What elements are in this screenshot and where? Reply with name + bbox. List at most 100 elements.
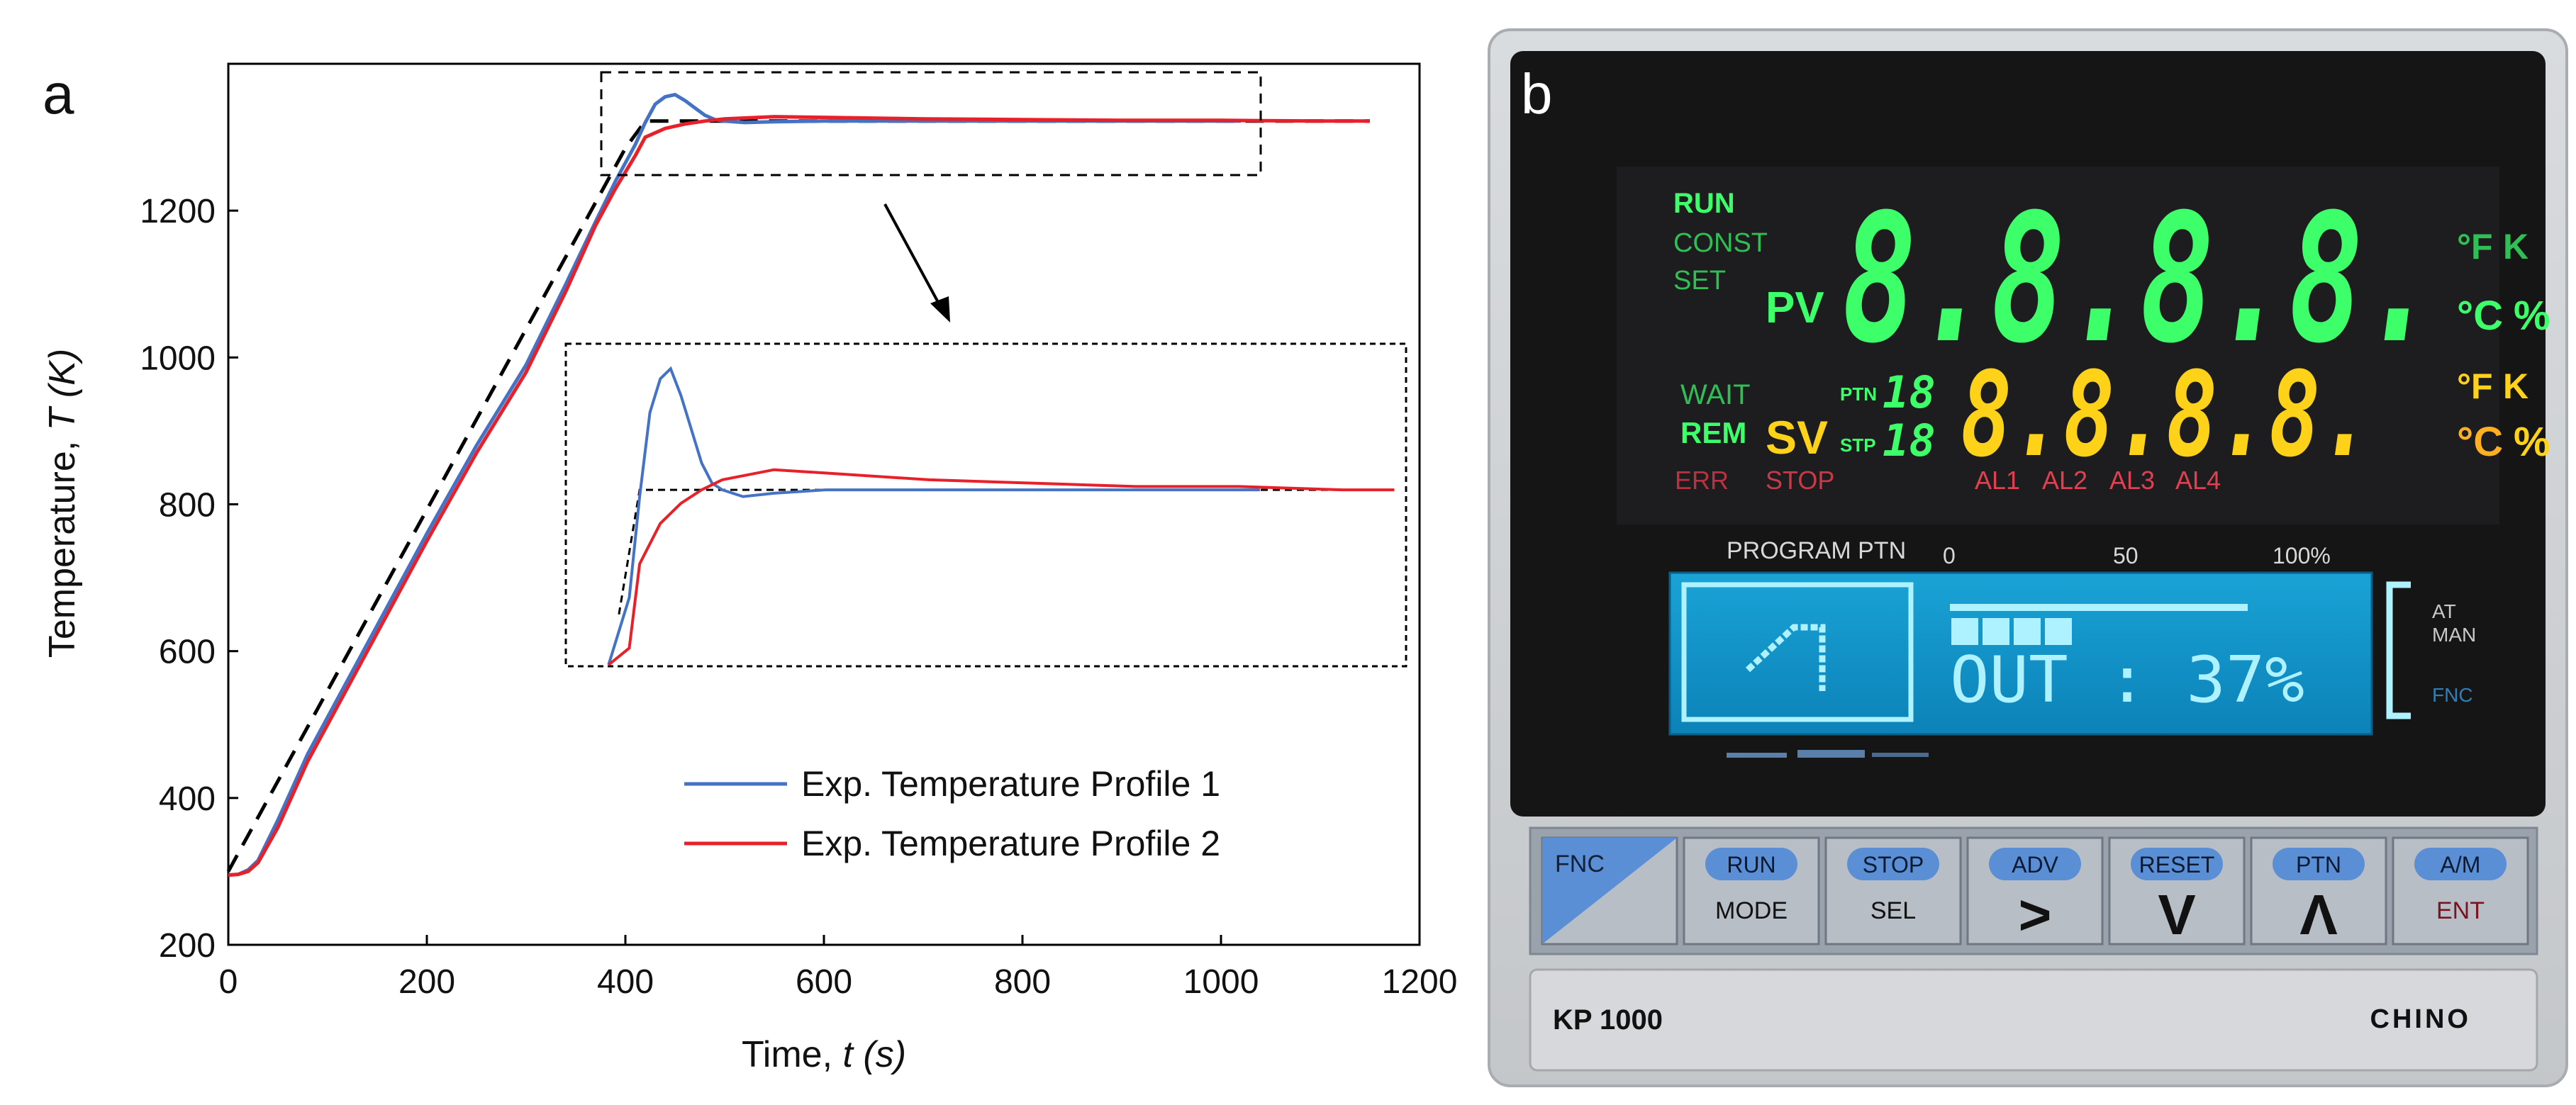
panel-letter-b: b	[1521, 62, 1553, 125]
progress-block	[1983, 618, 2009, 645]
key-bottom-label: ENT	[2436, 897, 2485, 924]
led-al4: AL4	[2175, 466, 2221, 495]
x-tick-label: 200	[398, 963, 455, 1001]
legend: Exp. Temperature Profile 1 Exp. Temperat…	[684, 764, 1220, 863]
key-ptn-button[interactable]: PTN Λ	[2250, 836, 2387, 946]
stp-label: STP	[1840, 434, 1876, 456]
program-profile-graph	[1745, 624, 1826, 691]
key-top-label: RUN	[1727, 852, 1775, 877]
lcd-screen	[1668, 571, 2373, 736]
panel-letter-a: a	[43, 62, 74, 125]
lcd-output-text: OUT : 37%	[1950, 643, 2304, 717]
sv-label: SV	[1766, 411, 1828, 464]
key-adv-button[interactable]: ADV >	[1966, 836, 2104, 946]
stp-digits: 18	[1883, 415, 1936, 466]
key-pill	[2273, 848, 2365, 880]
y-tick-label: 400	[159, 780, 216, 818]
unit-c-top: °C	[2457, 293, 2503, 339]
led-al1: AL1	[1975, 466, 2020, 495]
ptn-digits: 18	[1883, 366, 1936, 418]
unit-f-bottom: °F	[2457, 366, 2493, 406]
y-tick-label: 1000	[140, 340, 216, 377]
key-am-button[interactable]: A/M ENT	[2392, 836, 2529, 946]
unit-pct-bottom: %	[2514, 419, 2550, 465]
program-profile-box	[1681, 582, 1914, 722]
key-top-label: A/M	[2441, 852, 2481, 877]
inset-series-line-2	[608, 468, 1395, 666]
unit-c-bottom: °C	[2457, 419, 2503, 465]
sv-digits: 8.8.8.8.	[1961, 347, 2372, 483]
progress-block	[2014, 618, 2041, 645]
key-bottom-label: SEL	[1870, 897, 1916, 924]
y-axis-ticks: 200 400 600 800 1000 1200	[140, 193, 238, 965]
model-label: KP 1000	[1553, 1004, 1663, 1036]
key-reset-button[interactable]: RESET V	[2108, 836, 2246, 946]
controller-photo-panel: b RUN CONST SET PV 8.8.8.8. °F K °C % WA…	[1482, 0, 2576, 1101]
series-line-1	[228, 92, 1241, 877]
led-al3: AL3	[2109, 466, 2155, 495]
y-axis-label: Temperature, T (K)	[42, 349, 83, 658]
side-at: AT	[2432, 600, 2456, 622]
x-tick-label: 400	[597, 963, 654, 1001]
led-const: CONST	[1673, 228, 1768, 258]
inset-series-line-1	[607, 366, 1260, 666]
key-bottom-label: Λ	[2299, 883, 2337, 946]
fnc-key-blue-corner	[1542, 838, 1677, 944]
ptn-label: PTN	[1840, 383, 1877, 405]
zoom-arrow-head	[930, 296, 950, 322]
progress-block	[2045, 618, 2072, 645]
unit-k-top: K	[2503, 227, 2528, 267]
key-bottom-label: V	[2158, 883, 2195, 946]
led-run: RUN	[1673, 188, 1735, 219]
key-top-label: ADV	[2012, 852, 2058, 877]
side-man: MAN	[2432, 624, 2476, 646]
key-top-label: PTN	[2296, 852, 2341, 877]
led-wait: WAIT	[1680, 379, 1751, 410]
key-bottom-label: >	[2019, 883, 2052, 946]
key-pill	[1847, 848, 1939, 880]
side-fnc: FNC	[2432, 684, 2473, 706]
series-line-2	[228, 115, 1370, 877]
x-tick-label: 600	[796, 963, 852, 1001]
led-al2: AL2	[2042, 466, 2087, 495]
y-tick-label: 800	[159, 487, 216, 525]
status-bar-3	[1872, 753, 1929, 757]
key-pill	[1705, 848, 1797, 880]
key-fnc-button[interactable]: FNC	[1541, 836, 1678, 946]
progress-scale-line	[1950, 604, 2248, 611]
unit-k-bottom: K	[2503, 366, 2528, 406]
unit-pct-top: %	[2514, 293, 2550, 339]
controller-illustration: b RUN CONST SET PV 8.8.8.8. °F K °C % WA…	[1488, 28, 2568, 1087]
label-strip	[1529, 968, 2538, 1072]
led-rem: REM	[1680, 416, 1746, 449]
x-tick-label: 800	[994, 963, 1051, 1001]
keypad-buttons: FNC RUN MODE STOP SEL ADV > RESET V PTN Λ A/M ENT	[1541, 836, 2529, 946]
progress-block	[1951, 618, 1978, 645]
key-pill	[1989, 848, 2081, 880]
progress-blocks	[1951, 618, 2072, 645]
x-axis-ticks: 0 200 400 600 800 1000 1200	[219, 935, 1457, 1001]
brand-label: CHINO	[2370, 1004, 2471, 1034]
legend-label-profile2: Exp. Temperature Profile 2	[801, 824, 1220, 863]
lcd-bracket	[2386, 581, 2411, 719]
key-top-label: RESET	[2139, 852, 2215, 877]
key-top-label: STOP	[1863, 852, 1924, 877]
key-run-button[interactable]: RUN MODE	[1683, 836, 1820, 946]
y-tick-label: 200	[159, 927, 216, 965]
legend-label-profile1: Exp. Temperature Profile 1	[801, 764, 1220, 804]
status-bar-1	[1727, 753, 1787, 758]
led-stop: STOP	[1766, 466, 1834, 495]
pv-digits: 8.8.8.8.	[1842, 176, 2438, 382]
led-window	[1617, 167, 2499, 525]
zoom-region-box	[600, 71, 1262, 176]
scale-0: 0	[1943, 543, 1956, 568]
key-stop-button[interactable]: STOP SEL	[1824, 836, 1962, 946]
program-ptn-label: PROGRAM PTN	[1727, 537, 1906, 564]
x-axis-label: Time, t (s)	[742, 1034, 906, 1075]
key-bottom-label: MODE	[1715, 897, 1788, 924]
inset-frame	[564, 342, 1407, 668]
led-set: SET	[1673, 266, 1726, 296]
scale-50: 50	[2113, 543, 2139, 568]
inset-series-group	[607, 366, 1395, 666]
